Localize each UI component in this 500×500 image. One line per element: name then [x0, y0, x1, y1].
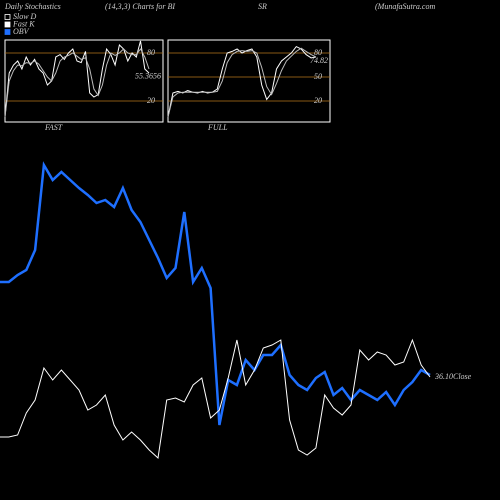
legend-label: OBV	[13, 27, 30, 36]
y-tick-label: 20	[314, 96, 322, 105]
y-tick-label: 80	[314, 48, 322, 57]
source: (MunafaSutra.com	[375, 2, 435, 11]
legend-swatch	[4, 21, 11, 28]
close-name: Close	[453, 372, 472, 381]
y-tick-label: 50	[314, 72, 322, 81]
y-tick-label: 20	[147, 96, 155, 105]
panel-title: FULL	[207, 123, 228, 132]
close-label: 36.10Close	[434, 372, 472, 381]
chart-title: Daily Stochastics	[4, 2, 61, 11]
series-line	[167, 47, 317, 118]
legend-label: Slow D	[13, 12, 37, 21]
legend-swatch	[4, 14, 11, 20]
last-value-label: 74.82	[310, 56, 328, 65]
panel-frame	[4, 39, 164, 123]
series-line	[0, 161, 431, 426]
series-line	[4, 40, 150, 118]
panel-title: FAST	[44, 123, 63, 132]
legend-label: Fast K	[12, 19, 35, 28]
chart-params: (14,3,3) Charts for BI	[105, 2, 175, 11]
symbol: SR	[258, 2, 267, 11]
series-line	[0, 338, 431, 459]
series-line	[167, 45, 317, 118]
panel-frame	[167, 39, 331, 123]
y-tick-label: 80	[147, 48, 155, 57]
last-value-label: 55.3656	[135, 72, 161, 81]
series-line	[4, 48, 150, 118]
legend-swatch	[4, 29, 11, 35]
close-value: 36.10	[434, 372, 453, 381]
